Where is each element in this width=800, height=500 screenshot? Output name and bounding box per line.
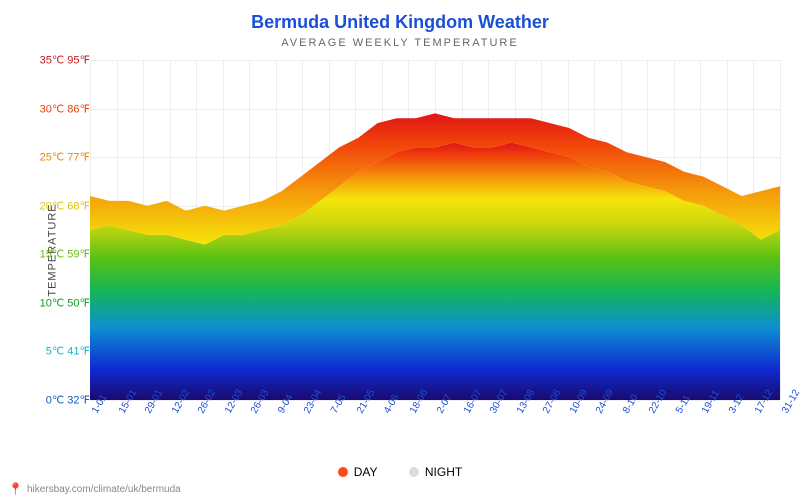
y-tick-label: 35℃ 95℉ xyxy=(40,54,90,67)
y-tick-label: 0℃ 32℉ xyxy=(46,394,90,407)
legend-dot-day xyxy=(338,467,348,477)
y-tick-label: 30℃ 86℉ xyxy=(40,102,90,115)
y-tick-label: 5℃ 41℉ xyxy=(46,345,90,358)
legend-label-night: NIGHT xyxy=(425,465,462,479)
y-tick-label: 25℃ 77℉ xyxy=(40,151,90,164)
pin-icon: 📍 xyxy=(8,482,23,496)
chart-plot-area xyxy=(90,60,780,400)
source-footer: 📍 hikersbay.com/climate/uk/bermuda xyxy=(8,482,181,496)
legend-item-night: NIGHT xyxy=(409,465,462,479)
legend-label-day: DAY xyxy=(354,465,378,479)
x-tick-label: 31-12 xyxy=(780,388,800,416)
y-axis-ticks: 0℃ 32℉5℃ 41℉10℃ 50℉15℃ 59℉20℃ 68℉25℃ 77℉… xyxy=(30,60,90,400)
chart-title: Bermuda United Kingdom Weather xyxy=(0,0,800,33)
legend-item-day: DAY xyxy=(338,465,378,479)
source-url-text: hikersbay.com/climate/uk/bermuda xyxy=(27,484,181,495)
y-tick-label: 20℃ 68℉ xyxy=(40,199,90,212)
y-tick-label: 10℃ 50℉ xyxy=(40,296,90,309)
x-axis-ticks: 1-0115-0129-0112-0226-0212-0326-039-0423… xyxy=(90,400,780,460)
chart-legend: DAY NIGHT xyxy=(0,465,800,480)
chart-subtitle: AVERAGE WEEKLY TEMPERATURE xyxy=(0,33,800,49)
y-tick-label: 15℃ 59℉ xyxy=(40,248,90,261)
legend-dot-night xyxy=(409,467,419,477)
chart-svg xyxy=(90,60,780,400)
